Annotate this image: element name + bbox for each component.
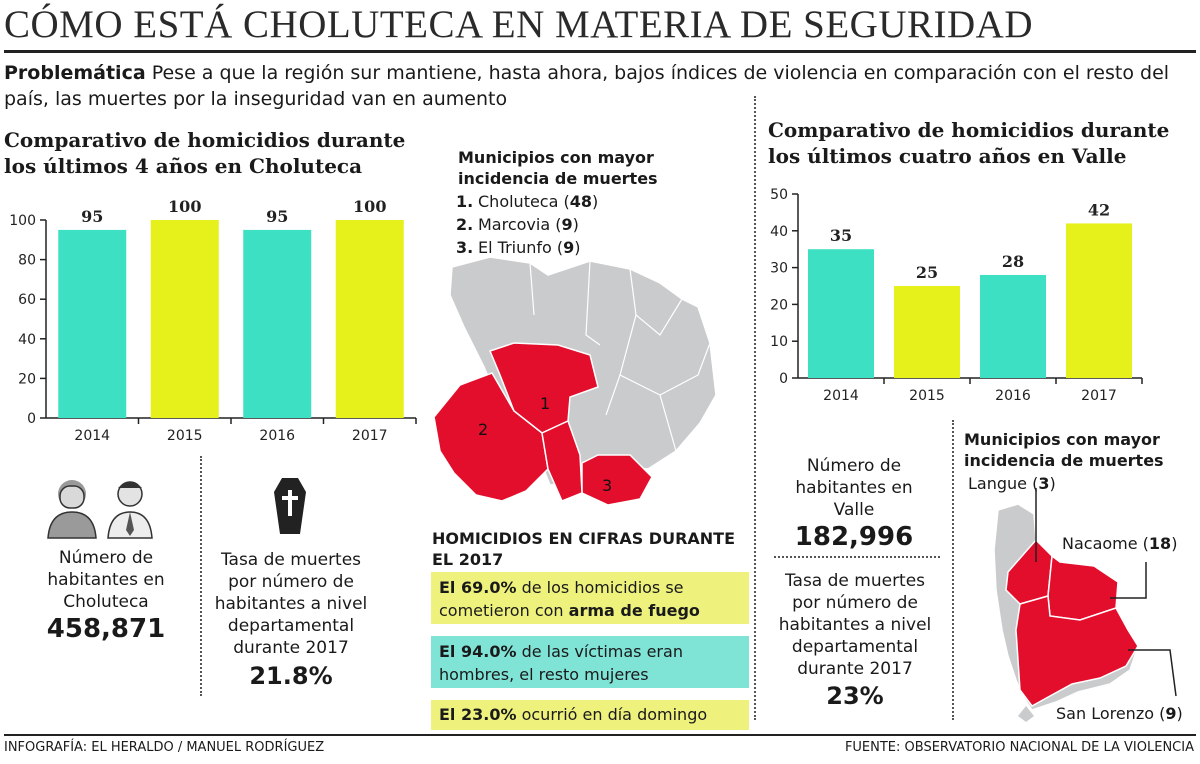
map-label-2: 2	[478, 420, 488, 439]
map-region-el-triunfo	[581, 454, 653, 506]
map-border-line	[529, 260, 711, 452]
y-tick-label: 80	[18, 253, 36, 269]
y-tick-label: 0	[27, 411, 36, 427]
intro-label: Problemática	[4, 62, 146, 84]
cifra-box-3: El 23.0% ocurrió en día domingo	[431, 700, 749, 730]
page-title: CÓMO ESTÁ CHOLUTECA EN MATERIA DE SEGURI…	[4, 3, 1034, 46]
value-label: 42	[1088, 200, 1110, 219]
municipio-item: 3. El Triunfo (9)	[456, 238, 581, 257]
cifra-box-1: El 69.0% de los homicidios se cometieron…	[431, 572, 749, 624]
cifras-title: HOMICIDIOS EN CIFRAS DURANTE EL 2017	[432, 529, 736, 569]
leader-line	[1110, 562, 1147, 599]
choluteca-tasa-value: 21.8%	[249, 662, 333, 690]
y-tick-label: 10	[770, 334, 788, 350]
cifra-box-2: El 94.0% de las víctimas eran hombres, e…	[431, 636, 749, 688]
divider	[774, 556, 940, 558]
bar-2016	[980, 274, 1046, 378]
divider	[200, 456, 202, 696]
y-tick-label: 40	[770, 224, 788, 240]
map-region-south	[541, 419, 583, 502]
valle-map	[993, 488, 1177, 722]
bar-2014	[58, 229, 127, 418]
choluteca-bar-chart: 0 20 40 60 80 100 95 2014 100 2015 95 2016 100 2017	[9, 197, 417, 444]
x-tick-label: 2014	[74, 428, 110, 444]
valle-poblacion-label: Número de habitantes en Valle	[795, 456, 913, 520]
footer-source: FUENTE: OBSERVATORIO NACIONAL DE LA VIOL…	[844, 740, 1194, 755]
value-label: 25	[916, 263, 938, 282]
x-tick-label: 2017	[1081, 388, 1117, 404]
valle-municipios-title: Municipios con mayor incidencia de muert…	[964, 430, 1164, 470]
valle-poblacion-value: 182,996	[794, 522, 914, 552]
valle-municipio-nacaome: Nacaome (18)	[1062, 534, 1178, 553]
x-tick-label: 2016	[995, 388, 1031, 404]
intro-text: Pese a que la región sur mantiene, hasta…	[4, 62, 1170, 110]
y-tick-label: 0	[779, 371, 788, 387]
municipio-item: 1. Choluteca (48)	[456, 192, 599, 211]
x-tick-label: 2017	[352, 428, 388, 444]
valle-bar-chart: 0 10 20 30 40 50 35 2014 25 2015 28 2016 42 2017	[770, 187, 1143, 404]
leader-line	[1128, 649, 1177, 697]
y-tick-label: 40	[18, 332, 36, 348]
municipio-item: 2. Marcovia (9)	[456, 215, 579, 234]
y-tick-label: 20	[18, 371, 36, 387]
choluteca-tasa-label: Tasa de muertes por número de habitantes…	[214, 550, 368, 658]
map-region-marcovia	[433, 372, 549, 502]
map-label-1: 1	[540, 394, 550, 413]
coffin-icon	[274, 478, 306, 534]
value-label: 100	[168, 197, 201, 216]
choluteca-chart-title: Comparativo de homicidios durante los úl…	[4, 128, 406, 178]
bar-2015	[150, 220, 219, 418]
choluteca-map: 1 2 3	[433, 256, 717, 506]
title-rule	[4, 50, 1196, 53]
bar-2015	[894, 286, 960, 378]
bar-2014	[808, 249, 874, 378]
footer-rule	[4, 734, 1196, 736]
value-label: 28	[1002, 252, 1024, 271]
y-tick-label: 50	[770, 187, 788, 203]
value-label: 95	[266, 207, 288, 226]
x-tick-label: 2016	[259, 428, 295, 444]
bar-2017	[1066, 223, 1132, 378]
valle-chart-title: Comparativo de homicidios durante los úl…	[768, 118, 1170, 168]
value-label: 95	[81, 207, 103, 226]
people-icon	[47, 480, 153, 539]
bar-2016	[243, 229, 312, 418]
value-label: 100	[353, 197, 386, 216]
y-tick-label: 30	[770, 261, 788, 277]
valle-municipio-langue: Langue (3)	[968, 474, 1056, 493]
section-divider	[754, 96, 756, 720]
choluteca-poblacion-value: 458,871	[46, 614, 166, 644]
valle-tasa-label: Tasa de muertes por número de habitantes…	[778, 571, 932, 679]
valle-tasa-value: 23%	[826, 682, 884, 710]
x-tick-label: 2015	[909, 388, 945, 404]
y-tick-label: 60	[18, 292, 36, 308]
map-label-3: 3	[602, 476, 612, 495]
x-tick-label: 2014	[823, 388, 859, 404]
intro: Problemática Pese a que la región sur ma…	[4, 60, 1196, 112]
choluteca-poblacion-label: Número de habitantes en Choluteca	[47, 548, 165, 612]
x-tick-label: 2015	[167, 428, 203, 444]
divider	[952, 420, 954, 720]
y-tick-label: 100	[9, 213, 36, 229]
choluteca-municipios-list: 1. Choluteca (48) 2. Marcovia (9) 3. El Tri…	[456, 190, 598, 259]
map-region-san-lorenzo	[1015, 595, 1139, 707]
value-label: 35	[830, 226, 852, 245]
valle-municipio-san-lorenzo: San Lorenzo (9)	[1056, 704, 1183, 723]
map-region-choluteca	[488, 342, 599, 434]
footer-credit: INFOGRAFÍA: EL HERALDO / MANUEL RODRÍGUE…	[4, 740, 325, 755]
choluteca-municipios-title: Municipios con mayor incidencia de muert…	[458, 148, 658, 188]
y-tick-label: 20	[770, 297, 788, 313]
bar-2017	[335, 220, 404, 418]
